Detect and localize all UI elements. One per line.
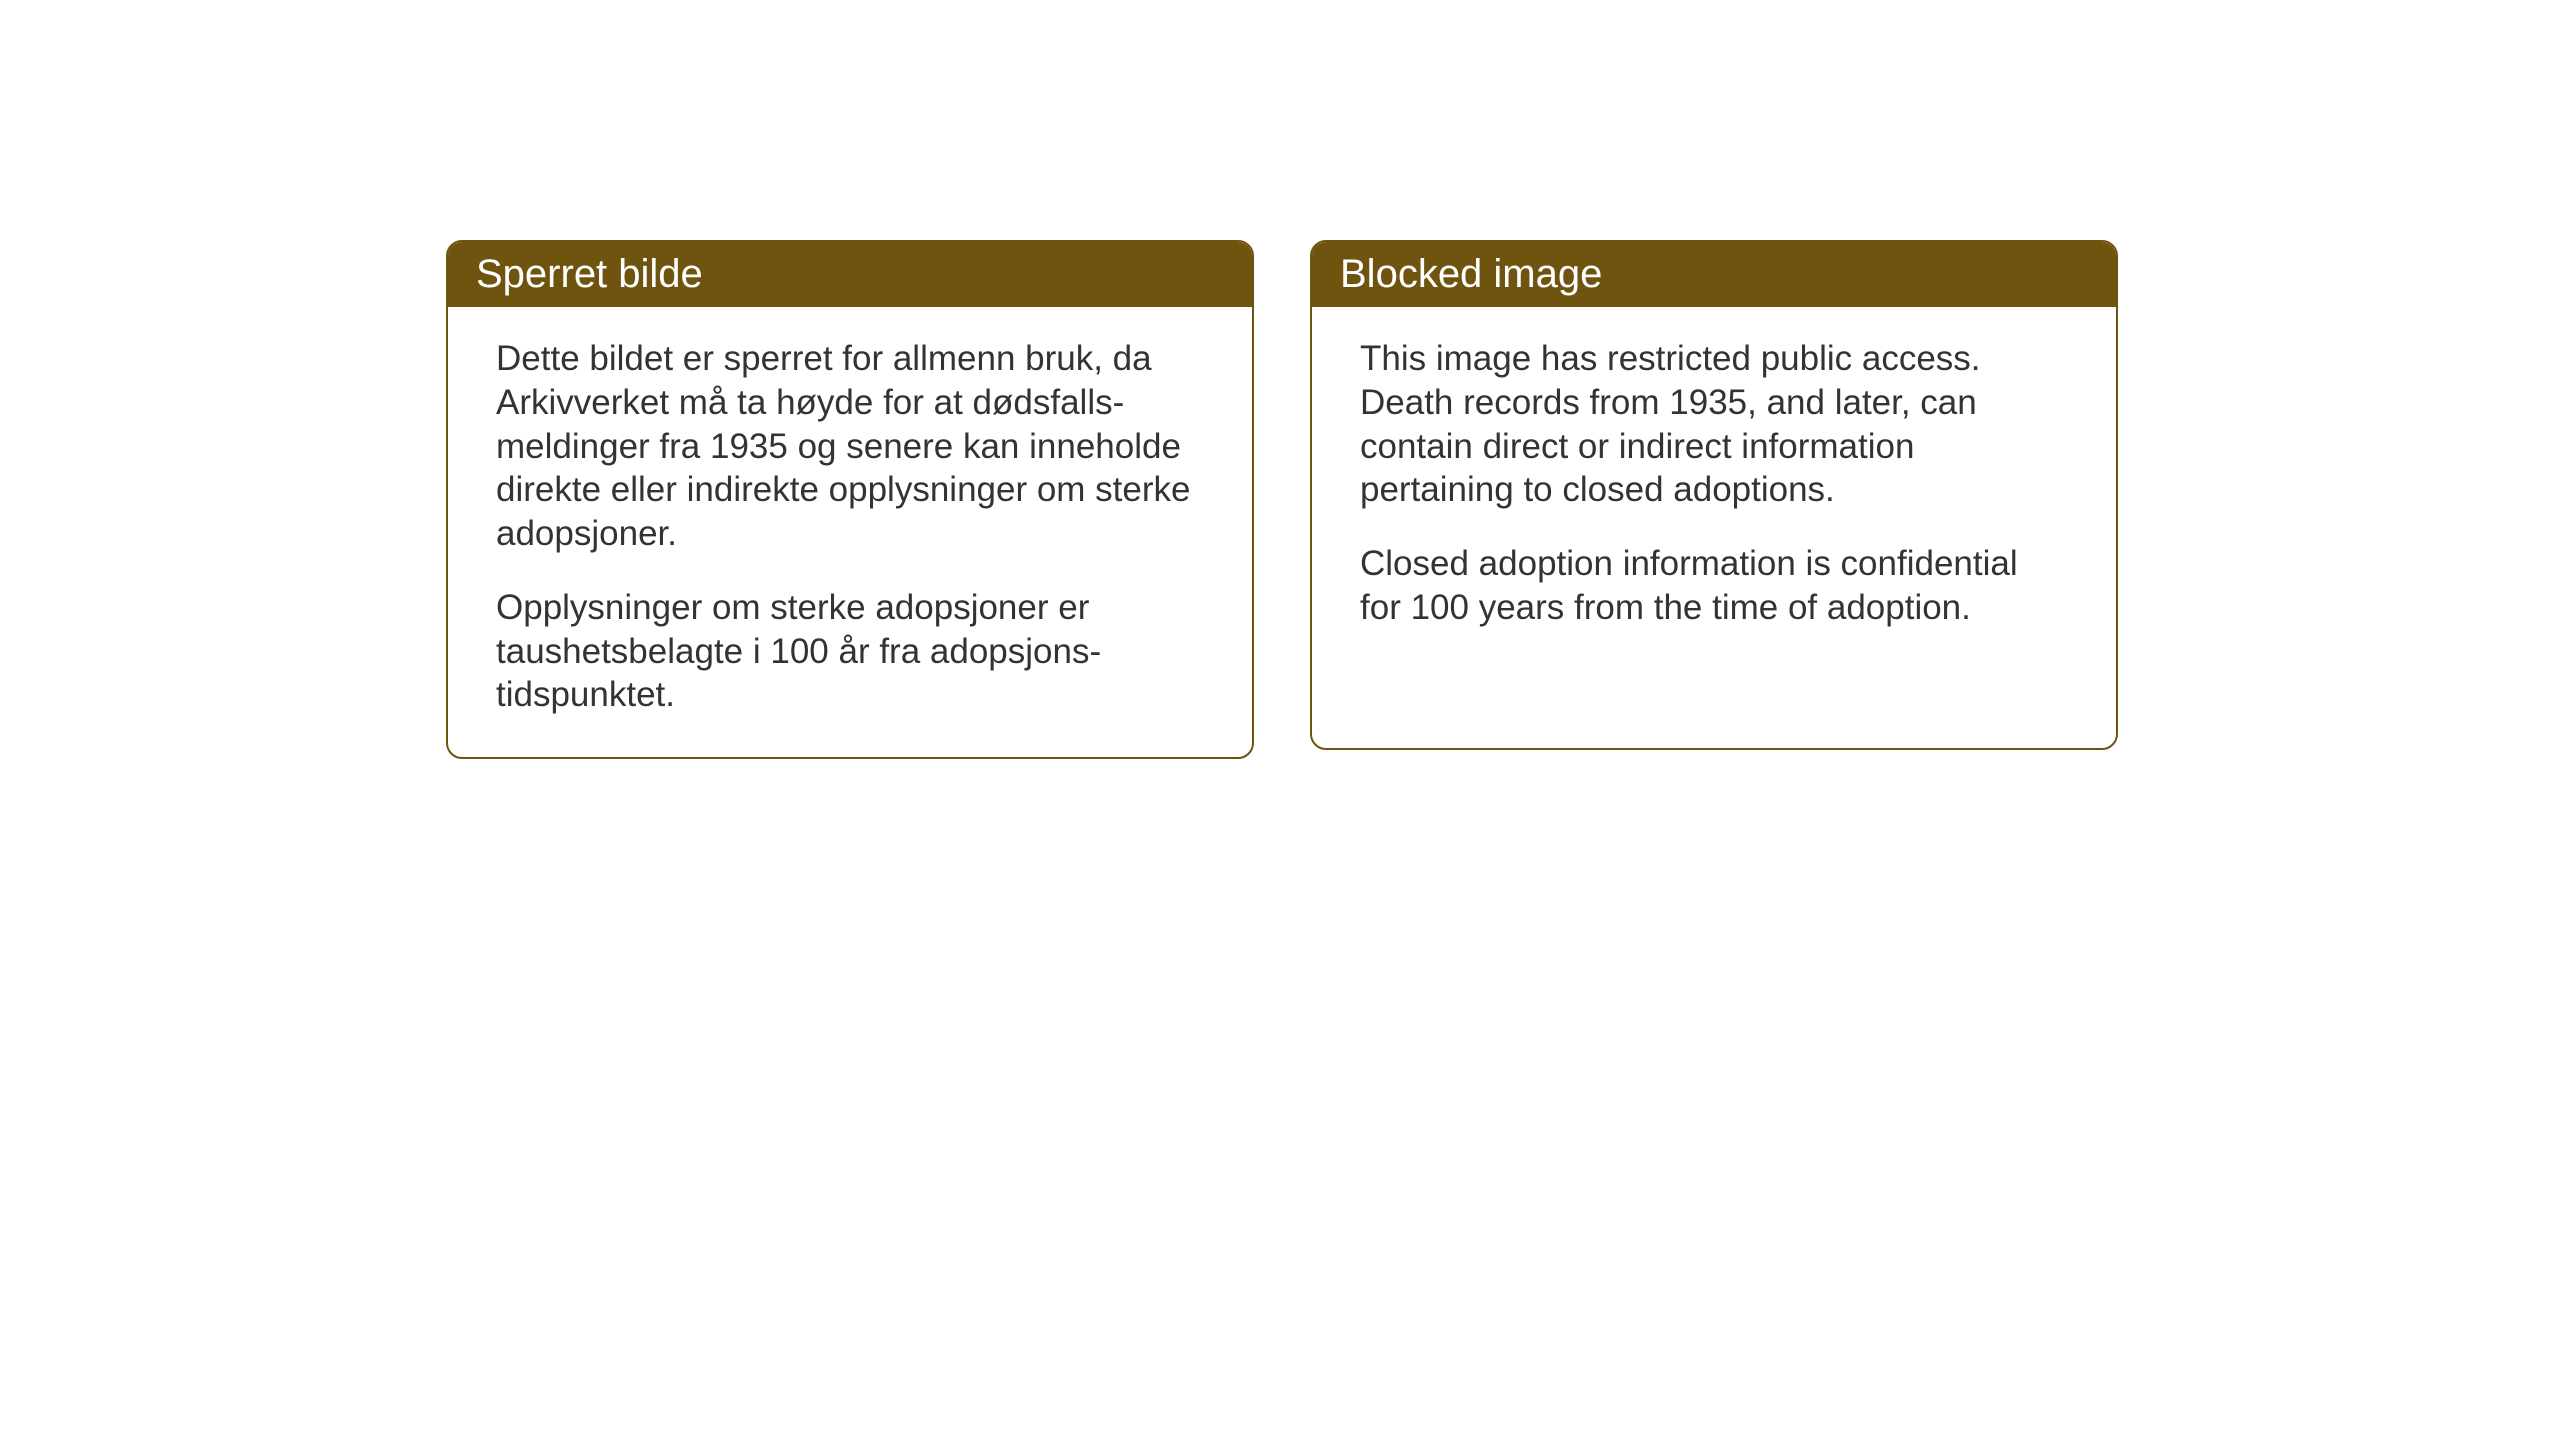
card-paragraph-2-norwegian: Opplysninger om sterke adopsjoner er tau… <box>496 586 1204 717</box>
card-paragraph-1-norwegian: Dette bildet er sperret for allmenn bruk… <box>496 337 1204 556</box>
card-body-english: This image has restricted public access.… <box>1312 307 2116 670</box>
card-header-norwegian: Sperret bilde <box>448 242 1252 307</box>
card-paragraph-2-english: Closed adoption information is confident… <box>1360 542 2068 630</box>
notice-cards-container: Sperret bilde Dette bildet er sperret fo… <box>446 240 2118 759</box>
blocked-image-card-norwegian: Sperret bilde Dette bildet er sperret fo… <box>446 240 1254 759</box>
blocked-image-card-english: Blocked image This image has restricted … <box>1310 240 2118 750</box>
card-header-english: Blocked image <box>1312 242 2116 307</box>
card-paragraph-1-english: This image has restricted public access.… <box>1360 337 2068 512</box>
card-body-norwegian: Dette bildet er sperret for allmenn bruk… <box>448 307 1252 757</box>
